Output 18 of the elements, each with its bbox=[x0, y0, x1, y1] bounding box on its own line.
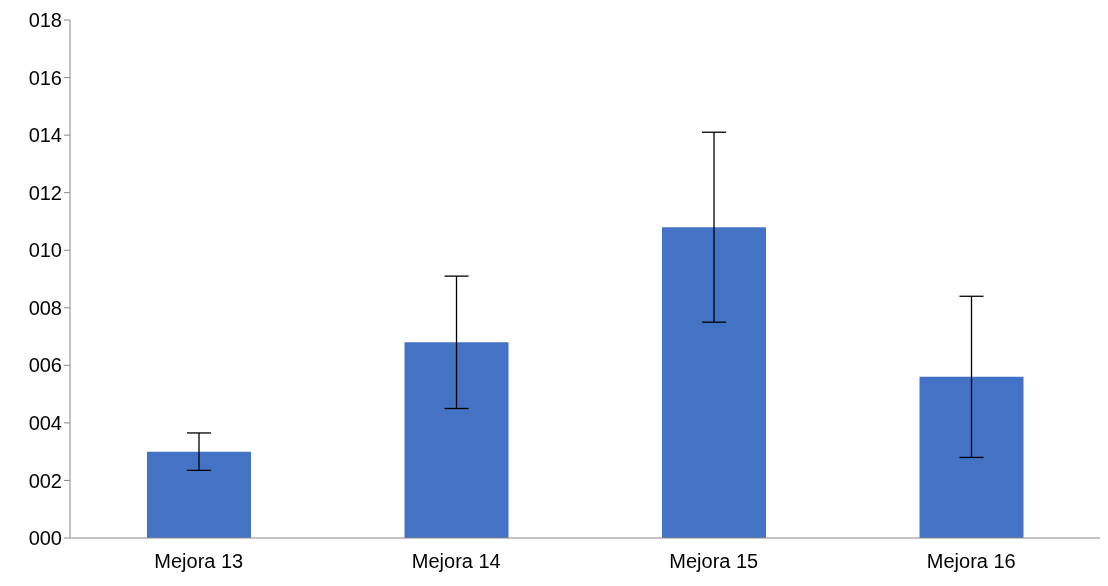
y-tick-label: 012 bbox=[28, 181, 62, 204]
y-tick-label: 006 bbox=[28, 354, 62, 377]
y-tick-label: 014 bbox=[28, 124, 62, 147]
y-tick-label: 016 bbox=[28, 66, 62, 89]
y-tick-label: 010 bbox=[28, 239, 62, 262]
x-tick-label: Mejora 13 bbox=[154, 550, 244, 573]
y-tick-label: 002 bbox=[28, 469, 62, 492]
x-tick-label: Mejora 15 bbox=[669, 550, 759, 573]
x-tick-label: Mejora 14 bbox=[411, 550, 501, 573]
bar bbox=[147, 451, 251, 538]
bar bbox=[404, 342, 509, 538]
bar bbox=[919, 376, 1024, 538]
x-tick-label: Mejora 16 bbox=[926, 550, 1016, 573]
y-tick-label: 000 bbox=[28, 527, 62, 550]
bar bbox=[662, 227, 766, 538]
y-tick-label: 004 bbox=[28, 411, 62, 434]
y-tick-label: 018 bbox=[28, 9, 62, 32]
y-tick-label: 008 bbox=[28, 296, 62, 319]
